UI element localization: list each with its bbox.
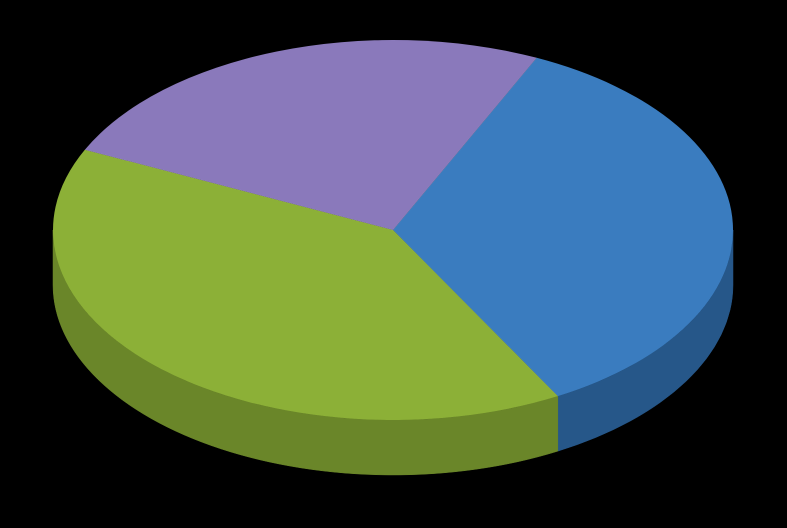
pie-chart-3d — [0, 0, 787, 528]
pie-chart-svg — [0, 0, 787, 528]
